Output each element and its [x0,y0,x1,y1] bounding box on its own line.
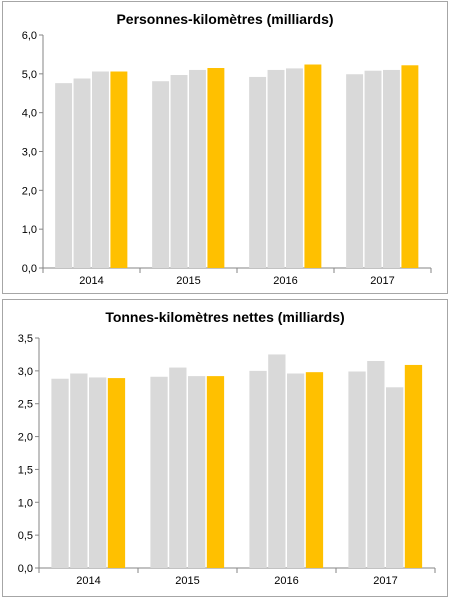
bar [348,371,366,568]
y-tick-label: 1,0 [18,497,33,509]
x-tick-label: 2014 [79,275,103,287]
bar [268,354,286,568]
y-tick-label: 3,5 [18,333,33,345]
bar [169,367,187,568]
bar [386,387,404,568]
bar [110,71,128,269]
chart-panel-freight: Tonnes-kilomètres nettes (milliards) 0,0… [2,299,448,597]
bar [383,69,400,268]
bar [249,370,267,568]
x-tick-label: 2015 [175,575,199,587]
x-tick-label: 2017 [370,275,394,287]
bar [404,364,423,568]
bar [304,64,322,268]
bar-chart-passengers: 0,0 1,0 2,0 3,0 4,0 5,0 6,0 2014 2015 2016 2017 [22,30,432,287]
y-tick-label: 3,0 [22,147,37,159]
y-tick-label: 6,0 [22,30,37,42]
y-tick-label: 2,5 [18,399,33,411]
y-tick-label: 0,5 [18,530,33,542]
bar [92,71,109,269]
bar [305,372,324,568]
y-tick-label: 0,0 [18,563,33,575]
y-tick-label: 2,0 [22,185,37,197]
y-tick-label: 4,0 [22,108,37,120]
y-tick-label: 5,0 [22,69,37,81]
bar [73,78,91,268]
bar [249,76,267,268]
y-tick-label: 1,5 [18,464,33,476]
x-tick-label: 2015 [176,275,200,287]
chart-panel-passengers: Personnes-kilomètres (milliards) 0,0 1,0 2… [2,1,448,294]
y-tick-label: 1,0 [22,224,37,236]
bar [89,377,107,568]
bar [364,70,382,268]
y-tick-label: 3,0 [18,366,33,378]
bar [401,65,419,268]
bar [188,376,206,568]
y-tick-label: 0,0 [22,263,37,275]
x-tick-label: 2016 [274,575,298,587]
x-tick-label: 2016 [273,275,297,287]
chart-title: Personnes-kilomètres (milliards) [116,11,334,27]
bar [150,376,168,568]
bar [206,376,225,568]
bar [367,361,385,568]
bar [207,68,225,268]
x-tick-label: 2017 [373,575,397,587]
bar [287,373,305,568]
bar [170,74,188,268]
bar [189,69,206,268]
y-tick-label: 2,0 [18,432,33,444]
bar [51,378,69,568]
bar [346,74,364,268]
chart-title: Tonnes-kilomètres nettes (milliards) [105,309,345,325]
bar-chart-freight: 0,0 0,5 1,0 1,5 2,0 2,5 3,0 3,5 2014 2015 2016 2017 [18,333,436,587]
x-tick-label: 2014 [76,575,100,587]
bar [286,68,303,268]
bar [152,81,170,268]
bar [70,373,88,568]
bar [55,83,73,268]
bar [267,69,285,268]
bar [107,378,126,568]
